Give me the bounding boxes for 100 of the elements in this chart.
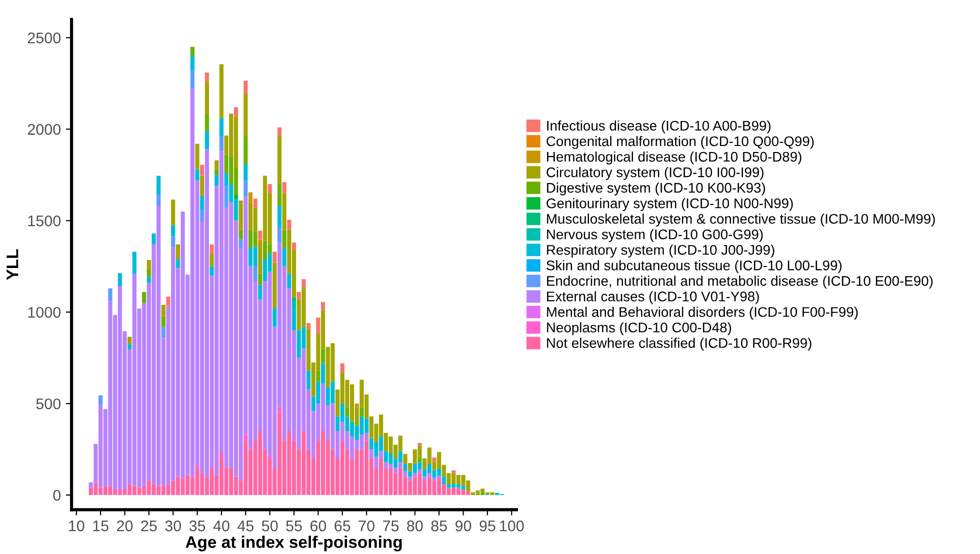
bar bbox=[316, 370, 320, 382]
bar bbox=[210, 254, 214, 266]
bar bbox=[171, 225, 176, 236]
legend-label: Not elsewhere classified (ICD-10 R00-R99) bbox=[547, 338, 812, 351]
bar bbox=[190, 46, 194, 56]
bar bbox=[287, 220, 292, 230]
x-tick-label: 85 bbox=[431, 520, 447, 532]
bar bbox=[190, 70, 194, 89]
x-tick-label: 65 bbox=[334, 520, 350, 532]
bar bbox=[292, 301, 296, 308]
bar bbox=[354, 404, 359, 408]
y-tick-label: 2500 bbox=[28, 32, 61, 44]
bar bbox=[210, 266, 214, 276]
bar bbox=[204, 130, 210, 150]
bar bbox=[422, 476, 427, 480]
bar bbox=[195, 464, 200, 468]
bar bbox=[244, 80, 248, 94]
bar bbox=[258, 230, 262, 240]
bar bbox=[282, 193, 286, 230]
bar bbox=[171, 200, 176, 226]
bar bbox=[210, 244, 214, 254]
bar bbox=[161, 326, 166, 338]
bar bbox=[238, 238, 243, 248]
x-tick-label: 10 bbox=[69, 520, 84, 532]
bar bbox=[161, 304, 166, 316]
bar bbox=[108, 288, 112, 302]
bar bbox=[408, 476, 412, 480]
legend-label: Nervous system (ICD-10 G00-G99) bbox=[547, 229, 763, 242]
bar bbox=[302, 279, 306, 288]
bar bbox=[200, 164, 204, 176]
bar bbox=[204, 114, 210, 131]
legend-label: Hematological disease (ICD-10 D50-D89) bbox=[547, 151, 802, 164]
x-tick-label: 80 bbox=[407, 520, 423, 532]
y-tick-label: 1000 bbox=[28, 306, 61, 318]
bar bbox=[248, 192, 253, 202]
bar bbox=[204, 82, 210, 115]
bar bbox=[282, 248, 286, 266]
bar bbox=[277, 184, 282, 206]
bar bbox=[152, 233, 156, 244]
x-tick-label: 50 bbox=[262, 520, 278, 532]
bar bbox=[258, 243, 262, 274]
x-tick-label: 90 bbox=[455, 520, 472, 532]
y-tick-label: 2000 bbox=[28, 124, 61, 135]
bar bbox=[282, 182, 286, 194]
bar bbox=[316, 318, 320, 334]
bar bbox=[204, 72, 210, 82]
bar bbox=[146, 277, 151, 283]
bar bbox=[234, 107, 238, 116]
x-tick-label: 60 bbox=[310, 520, 326, 532]
x-axis-title: Age at index self-poisoning bbox=[186, 536, 402, 552]
bar bbox=[320, 302, 326, 310]
x-tick-label: 15 bbox=[93, 520, 108, 532]
bar bbox=[272, 252, 277, 263]
bar bbox=[176, 259, 180, 268]
legend-label: Endocrine, nutritional and metabolic disease (ICD-10 E00-E90) bbox=[547, 276, 933, 289]
bar bbox=[253, 266, 258, 281]
bar bbox=[418, 469, 422, 474]
bar bbox=[128, 336, 132, 344]
x-tick-label: 25 bbox=[141, 520, 157, 532]
bar bbox=[306, 323, 311, 329]
bar bbox=[214, 160, 219, 170]
bar bbox=[320, 348, 326, 364]
bar bbox=[88, 482, 93, 488]
legend-label: Genitourinary system (ICD-10 N00-N99) bbox=[546, 198, 793, 212]
bar bbox=[200, 196, 204, 211]
bar bbox=[224, 186, 228, 208]
bar bbox=[234, 195, 238, 199]
bar bbox=[258, 240, 262, 244]
bar bbox=[214, 169, 219, 175]
bar bbox=[432, 458, 436, 462]
bar bbox=[244, 164, 248, 180]
bar bbox=[277, 228, 282, 243]
legend-label: Skin and subcutaneous tissue (ICD-10 L00-L99) bbox=[546, 260, 842, 274]
bar bbox=[219, 118, 224, 136]
bar bbox=[277, 127, 282, 136]
x-tick-label: 100 bbox=[500, 520, 524, 532]
legend-label: Respiratory system (ICD-10 J00-J99) bbox=[547, 244, 774, 258]
bar bbox=[200, 210, 204, 222]
bar bbox=[403, 464, 408, 472]
x-tick-label: 55 bbox=[286, 520, 302, 532]
legend-label: Neoplasms (ICD-10 C00-D48) bbox=[547, 322, 732, 336]
bar bbox=[253, 198, 258, 208]
bar bbox=[277, 136, 282, 184]
bar bbox=[292, 297, 296, 302]
bar bbox=[292, 242, 296, 250]
bar bbox=[142, 292, 146, 303]
x-tick-label: 75 bbox=[383, 520, 399, 532]
bar bbox=[171, 236, 176, 248]
bar bbox=[200, 176, 204, 196]
legend-label: Circulatory system (ICD-10 I00-I99) bbox=[546, 167, 764, 180]
bar bbox=[244, 434, 248, 440]
bar bbox=[244, 93, 248, 136]
bar bbox=[219, 136, 224, 152]
bar bbox=[146, 260, 151, 270]
bar bbox=[244, 180, 248, 197]
x-tick-label: 45 bbox=[237, 520, 254, 532]
x-tick-label: 35 bbox=[189, 520, 206, 532]
bar bbox=[398, 462, 402, 468]
x-tick-label: 30 bbox=[165, 520, 181, 532]
bar bbox=[277, 407, 282, 413]
